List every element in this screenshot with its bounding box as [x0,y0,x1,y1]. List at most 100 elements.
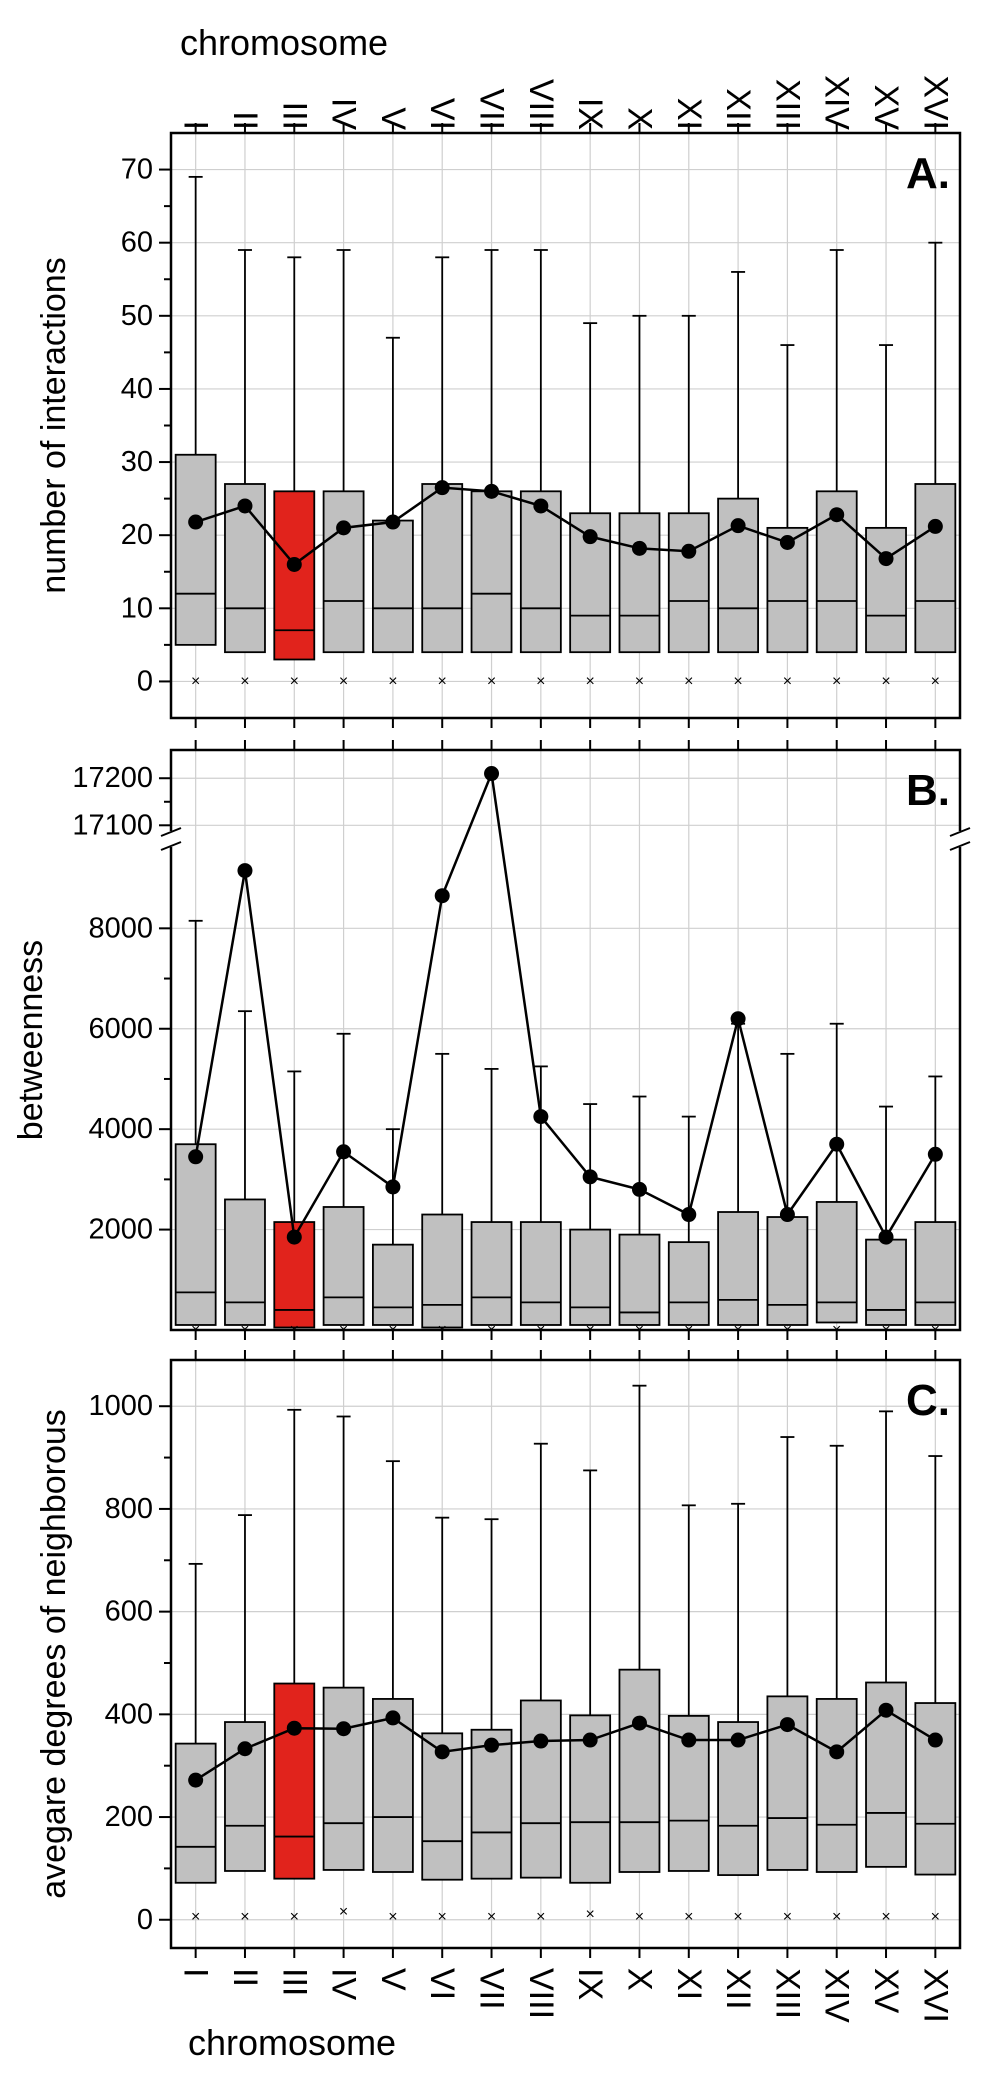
box-XII [717,1721,759,1876]
chromosome-tick-label-XI: XI [670,1968,708,2000]
min-marker-X: × [635,1322,644,1339]
chromosome-tick-label-XIV: XIV [818,75,856,130]
chromosome-tick-label-XVI: XVI [916,75,954,130]
min-marker-IV: × [339,1322,348,1339]
mean-point-I [188,1772,204,1788]
min-marker-III: × [290,1909,299,1926]
chromosome-tick-label-XV: XV [867,85,905,131]
y-tick-label: 600 [105,1596,153,1628]
mean-point-III [286,1229,302,1245]
panel-b-betweenness: × × × × × × × × × × × × × × × × 2000 4000 6000 8000 17100 172… [12,740,971,1340]
box-IX [569,1228,612,1326]
box-V [372,1243,414,1326]
min-marker-XI: × [684,1909,693,1926]
y-tick-label: 40 [121,373,153,405]
mean-point-IX [582,1169,598,1185]
mean-point-XI [681,1207,697,1223]
min-marker-IX: × [585,1906,594,1923]
y-tick-label: 20 [121,519,153,551]
box-XIII [766,1216,809,1326]
box-XI [667,512,710,654]
mean-point-XVI [927,1146,943,1162]
box-V [372,1698,414,1873]
plot-frame [169,1358,962,1950]
min-marker-VI: × [438,1322,447,1339]
box-III [273,490,316,661]
min-marker-X: × [635,1909,644,1926]
box-VIII [519,490,562,654]
mean-point-VI [434,888,450,904]
min-marker-V: × [388,1909,397,1926]
mean-point-XII [730,1011,746,1027]
min-marker-VII: × [487,1909,496,1926]
mean-point-I [188,1149,204,1165]
chromosome-tick-label-VI: VI [423,1968,461,2000]
mean-point-XV [878,1229,894,1245]
mean-point-II [237,863,253,879]
y-tick-label: 50 [121,300,153,332]
y-tick-label: 2000 [88,1214,153,1246]
mean-point-XIII [779,535,795,550]
chromosome-tick-label-XIII: XIII [768,79,806,130]
mean-point-III [286,556,302,572]
y-tick-label: 17200 [72,762,153,794]
mean-point-XI [681,1732,697,1748]
min-marker-XIV: × [832,1909,841,1926]
y-tick-label: 800 [105,1493,153,1525]
mean-point-XIV [829,1136,845,1152]
mean-point-X [631,1715,647,1731]
box-VIII [519,1221,562,1326]
min-marker-XII: × [733,673,742,690]
mean-point-IV [336,1144,352,1160]
min-marker-III: × [290,1322,299,1339]
box-IV [322,490,365,654]
min-marker-XII: × [733,1909,742,1926]
min-marker-XIV: × [832,673,841,690]
mean-point-VII [484,766,500,782]
panel-letter: C. [906,1376,950,1425]
y-tick-label: 400 [105,1698,153,1730]
chromosome-tick-label-XVI: XVI [916,1968,954,2023]
mean-point-IV [336,520,352,536]
min-marker-XVI: × [931,673,940,690]
mean-point-XIII [779,1717,795,1733]
box-VI [421,483,464,654]
mean-point-X [631,1181,647,1197]
chromosome-tick-label-X: X [620,107,658,130]
y-axis-title: avegare degrees of neighborous [35,1409,73,1899]
panel-a-number-of-interactions: × × × × × × × × × × × × × × × × 0 10 20 30 40 50 60 70 number of… [35,123,962,728]
chromosome-tick-label-XV: XV [867,1968,905,2014]
min-marker-VI: × [438,1909,447,1926]
y-tick-label: 0 [137,1904,153,1936]
min-marker-XIII: × [783,1909,792,1926]
box-XI [667,1241,710,1326]
min-marker-II: × [240,1909,249,1926]
y-axis-title: number of interactions [35,257,73,593]
chromosome-tick-label-VIII: VIII [522,1968,560,2019]
y-tick-label: 200 [105,1801,153,1833]
box-XIV [815,1201,858,1324]
y-tick-label: 0 [137,665,153,697]
y-tick-label: 4000 [88,1113,153,1145]
box-XVI [914,483,957,654]
panel-letter: B. [906,766,950,815]
min-marker-II: × [240,1322,249,1339]
y-tick-label: 30 [121,446,153,478]
box-X [618,1233,661,1326]
mean-point-II [237,498,253,514]
box-I [174,1742,217,1884]
mean-point-XV [878,551,894,567]
boxes-group: × × × × × × × × × × × × × × × × [174,1384,957,1926]
panel-c-average-degrees: × × × × × × × × × × × × × × × × 0 200 400 600 800 1000 avegare… [35,1350,962,1958]
min-marker-XV: × [881,673,890,690]
y-tick-label: 70 [121,154,153,186]
top-axis-title: chromosome [180,22,388,63]
mean-point-XII [730,1732,746,1748]
min-marker-I: × [191,1909,200,1926]
box-X [618,1668,661,1873]
chromosome-tick-label-II: II [226,111,264,130]
min-marker-XV: × [881,1909,890,1926]
chromosome-tick-label-XIV: XIV [818,1968,856,2023]
min-marker-VIII: × [536,1322,545,1339]
box-I [174,1143,217,1326]
